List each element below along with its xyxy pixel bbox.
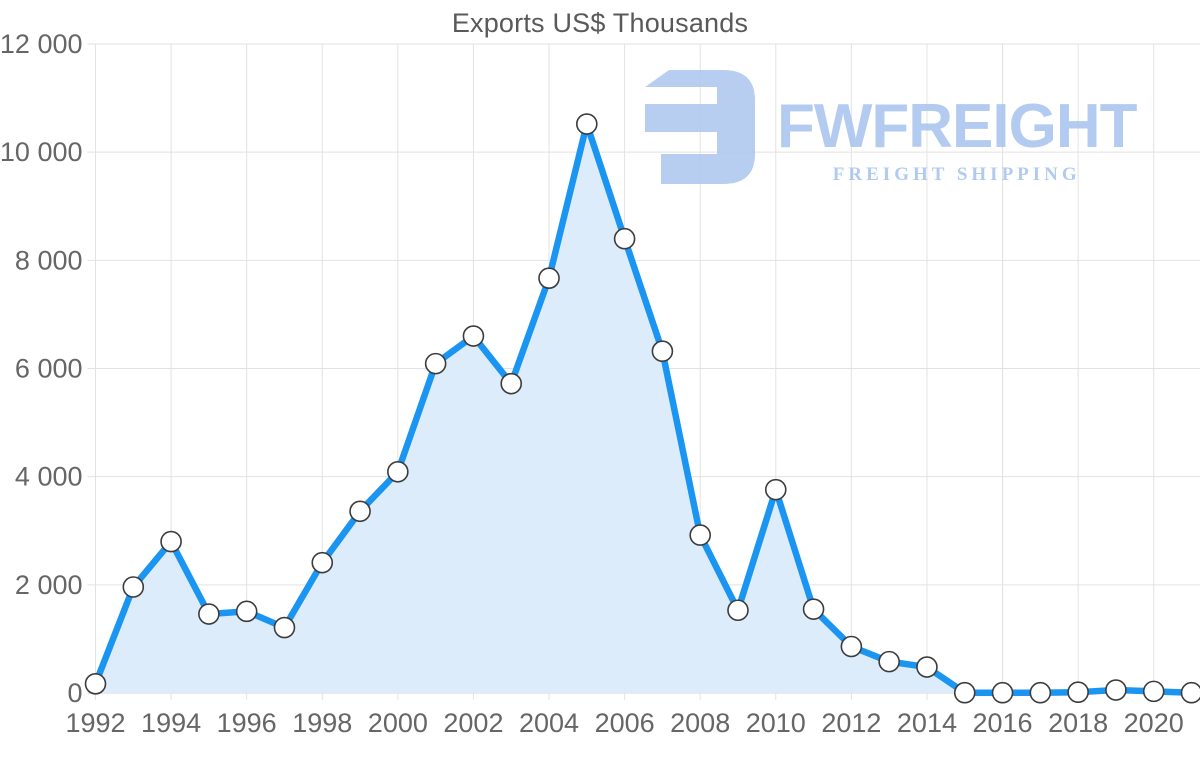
y-tick-label: 8 000 (15, 245, 83, 275)
x-tick-label: 2016 (972, 708, 1032, 738)
data-point-2008[interactable] (689, 524, 711, 546)
x-tick-label: 2002 (443, 708, 503, 738)
y-axis-labels: 0 2 000 4 000 6 000 8 000 10 000 12 000 (0, 29, 83, 708)
data-point-1997[interactable] (273, 616, 296, 639)
data-point-2005[interactable] (576, 113, 598, 135)
data-point-2007[interactable] (651, 340, 674, 362)
data-point-1992[interactable] (84, 673, 107, 695)
x-tick-label: 1996 (217, 708, 277, 738)
y-tick-label: 12 000 (0, 29, 83, 59)
x-tick-label: 2008 (670, 708, 730, 738)
data-point-2016[interactable] (991, 681, 1014, 704)
data-point-2010[interactable] (764, 478, 787, 501)
y-tick-label: 6 000 (15, 354, 83, 384)
data-point-2013[interactable] (878, 650, 900, 673)
data-point-2015[interactable] (953, 681, 976, 704)
x-tick-label: 2006 (595, 708, 655, 738)
data-point-2011[interactable] (802, 598, 825, 620)
data-point-1996[interactable] (235, 600, 258, 623)
x-tick-label: 1998 (292, 708, 352, 738)
data-point-2017[interactable] (1029, 681, 1052, 704)
x-tick-label: 1994 (141, 708, 201, 738)
data-point-2014[interactable] (916, 656, 938, 678)
data-point-2001[interactable] (424, 352, 447, 375)
y-tick-label: 0 (67, 678, 82, 708)
y-tick-label: 10 000 (0, 137, 83, 167)
x-tick-label: 1992 (65, 708, 125, 738)
data-point-2012[interactable] (840, 635, 863, 658)
data-point-1993[interactable] (122, 576, 145, 598)
x-tick-label: 2000 (368, 708, 428, 738)
data-point-2018[interactable] (1067, 681, 1089, 703)
y-tick-label: 2 000 (15, 570, 83, 600)
x-tick-label: 2012 (821, 708, 881, 738)
data-point-2006[interactable] (613, 227, 636, 250)
x-tick-label: 2014 (897, 708, 957, 738)
series-area (95, 124, 1192, 693)
data-point-2000[interactable] (387, 460, 409, 483)
data-point-2021[interactable] (1180, 681, 1200, 704)
data-point-2009[interactable] (727, 599, 749, 622)
data-point-1994[interactable] (160, 530, 182, 553)
chart-title: Exports US$ Thousands (451, 8, 749, 38)
x-tick-label: 2004 (519, 708, 579, 738)
data-point-1995[interactable] (198, 603, 220, 625)
data-point-2004[interactable] (538, 267, 560, 289)
x-tick-label: 2010 (746, 708, 806, 738)
data-point-2020[interactable] (1142, 680, 1165, 703)
data-points (84, 113, 1200, 704)
data-point-2002[interactable] (462, 325, 485, 347)
x-axis-labels: 1992 1994 1996 1998 2000 2002 2004 2006 2008 2010… (65, 708, 1183, 738)
data-point-2003[interactable] (500, 372, 523, 395)
data-point-2019[interactable] (1105, 679, 1127, 701)
x-tick-label: 2018 (1048, 708, 1108, 738)
y-tick-label: 4 000 (15, 462, 83, 492)
data-point-1999[interactable] (349, 500, 371, 523)
x-tick-label: 2020 (1124, 708, 1184, 738)
data-point-1998[interactable] (311, 551, 334, 574)
